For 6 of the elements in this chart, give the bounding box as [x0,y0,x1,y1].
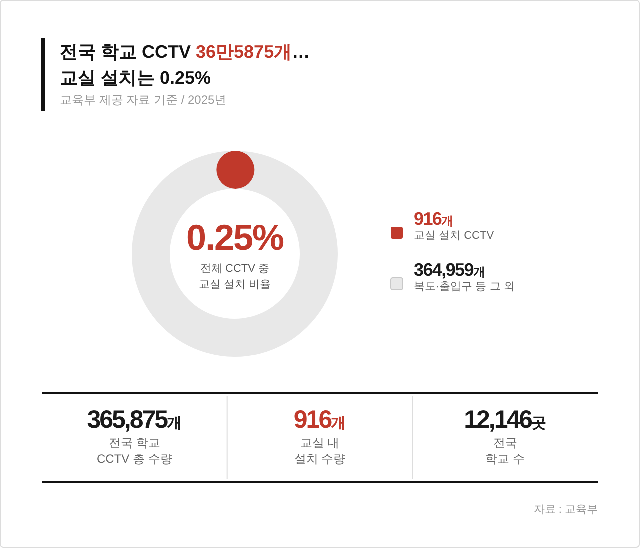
annotation: 전체 CCTV 중 [200,263,270,275]
subtitle: 교육부 제공 자료 기준 / 2025년 [60,93,227,107]
title: 전국 학교 CCTV 36만5875개… [60,42,310,62]
annotation: 교실 설치 비율 [198,279,272,291]
annotation: 0.25% [186,217,284,258]
title: 교실 설치는 0.25% [60,68,212,88]
